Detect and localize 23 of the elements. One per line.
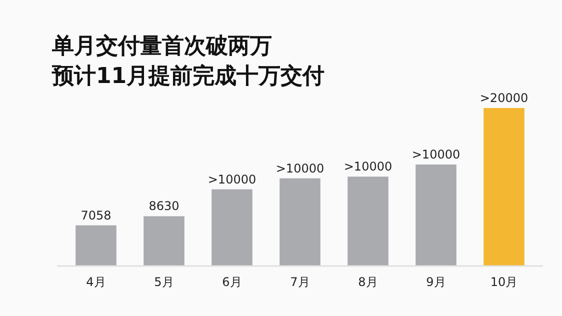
x-tick-label: 4月 [86, 275, 106, 289]
data-label: >10000 [208, 172, 256, 186]
bar [484, 108, 524, 266]
bar [280, 178, 320, 266]
bar [416, 164, 456, 266]
data-label: 8630 [148, 199, 180, 214]
data-label: >10000 [412, 148, 460, 162]
x-tick-label: 10月 [490, 275, 518, 289]
data-label: >10000 [344, 160, 392, 174]
x-tick-label: 7月 [290, 275, 310, 289]
bar [348, 176, 388, 266]
bar [212, 189, 252, 266]
data-label: >20000 [480, 91, 528, 105]
bar [76, 225, 116, 266]
chart-subtitle: 预计11月提前完成十万交付 [51, 63, 325, 89]
chart-title: 单月交付量首次破两万 [51, 33, 272, 59]
x-tick-label: 5月 [154, 275, 174, 289]
bar [144, 216, 184, 266]
data-label: >10000 [276, 161, 324, 176]
x-tick-label: 9月 [426, 275, 446, 289]
x-tick-label: 6月 [222, 275, 242, 289]
data-label: 7058 [80, 208, 112, 222]
x-tick-label: 8月 [358, 275, 378, 289]
